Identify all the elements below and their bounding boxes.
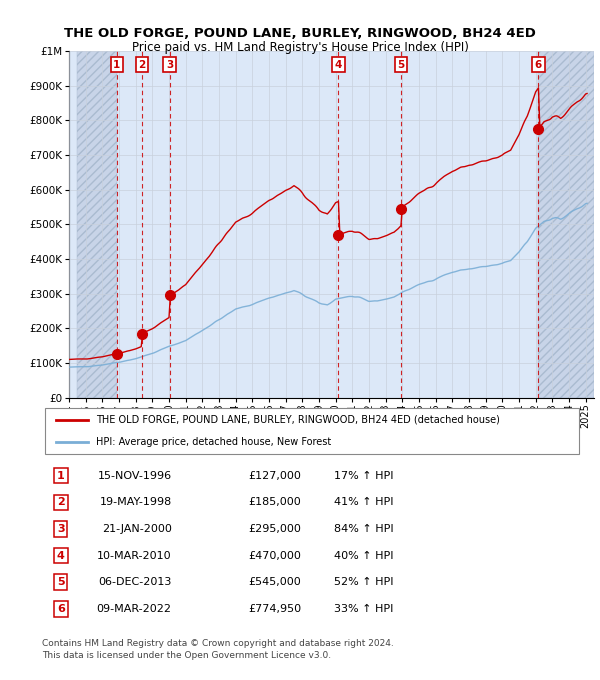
Text: 4: 4 (57, 551, 65, 560)
Text: Price paid vs. HM Land Registry's House Price Index (HPI): Price paid vs. HM Land Registry's House … (131, 41, 469, 54)
Text: 5: 5 (57, 577, 65, 588)
Text: £470,000: £470,000 (248, 551, 301, 560)
Text: 6: 6 (57, 604, 65, 614)
Text: 09-MAR-2022: 09-MAR-2022 (97, 604, 172, 614)
Text: 10-MAR-2010: 10-MAR-2010 (97, 551, 172, 560)
Text: £295,000: £295,000 (248, 524, 301, 534)
Text: THE OLD FORGE, POUND LANE, BURLEY, RINGWOOD, BH24 4ED (detached house): THE OLD FORGE, POUND LANE, BURLEY, RINGW… (96, 415, 500, 425)
Text: THE OLD FORGE, POUND LANE, BURLEY, RINGWOOD, BH24 4ED: THE OLD FORGE, POUND LANE, BURLEY, RINGW… (64, 27, 536, 40)
Text: 6: 6 (535, 60, 542, 70)
Text: 33% ↑ HPI: 33% ↑ HPI (334, 604, 393, 614)
Text: 17% ↑ HPI: 17% ↑ HPI (334, 471, 393, 481)
Text: 1: 1 (113, 60, 121, 70)
Text: 3: 3 (166, 60, 173, 70)
Text: 1: 1 (57, 471, 65, 481)
Text: £185,000: £185,000 (248, 497, 301, 507)
Text: 5: 5 (397, 60, 404, 70)
Text: 84% ↑ HPI: 84% ↑ HPI (334, 524, 393, 534)
Text: 4: 4 (335, 60, 342, 70)
Text: 3: 3 (57, 524, 65, 534)
Text: £545,000: £545,000 (248, 577, 301, 588)
Text: 2: 2 (57, 497, 65, 507)
Text: 40% ↑ HPI: 40% ↑ HPI (334, 551, 393, 560)
Text: 15-NOV-1996: 15-NOV-1996 (97, 471, 172, 481)
Text: 2: 2 (138, 60, 146, 70)
Text: 19-MAY-1998: 19-MAY-1998 (100, 497, 172, 507)
Text: 06-DEC-2013: 06-DEC-2013 (98, 577, 172, 588)
Text: 21-JAN-2000: 21-JAN-2000 (102, 524, 172, 534)
FancyBboxPatch shape (45, 408, 580, 454)
Text: £127,000: £127,000 (248, 471, 301, 481)
Text: This data is licensed under the Open Government Licence v3.0.: This data is licensed under the Open Gov… (42, 651, 331, 660)
Text: 52% ↑ HPI: 52% ↑ HPI (334, 577, 393, 588)
Text: Contains HM Land Registry data © Crown copyright and database right 2024.: Contains HM Land Registry data © Crown c… (42, 639, 394, 648)
Text: 41% ↑ HPI: 41% ↑ HPI (334, 497, 393, 507)
Text: £774,950: £774,950 (248, 604, 301, 614)
Text: HPI: Average price, detached house, New Forest: HPI: Average price, detached house, New … (96, 437, 331, 447)
